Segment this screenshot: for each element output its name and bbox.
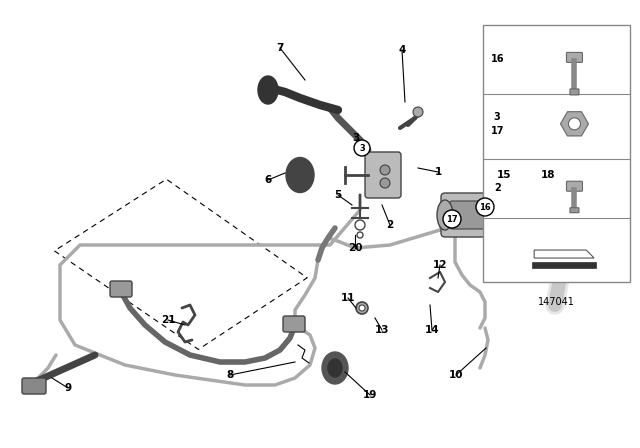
Text: 2: 2 [494, 183, 500, 193]
FancyBboxPatch shape [22, 378, 46, 394]
Text: 2: 2 [387, 220, 394, 230]
FancyBboxPatch shape [566, 181, 582, 191]
Text: 18: 18 [541, 170, 556, 180]
FancyBboxPatch shape [110, 281, 132, 297]
Circle shape [354, 140, 370, 156]
Text: 5: 5 [334, 190, 342, 200]
Text: 3: 3 [353, 133, 360, 143]
Text: 147041: 147041 [538, 297, 575, 307]
FancyBboxPatch shape [570, 89, 579, 95]
Ellipse shape [322, 352, 348, 384]
FancyBboxPatch shape [283, 316, 305, 332]
Text: 16: 16 [479, 202, 491, 211]
Text: 12: 12 [433, 260, 447, 270]
Text: 15: 15 [497, 170, 511, 180]
Text: 3: 3 [359, 143, 365, 152]
Text: 3: 3 [494, 112, 500, 122]
Circle shape [357, 232, 363, 238]
Text: 10: 10 [449, 370, 463, 380]
Text: 17: 17 [490, 126, 504, 136]
Circle shape [413, 107, 423, 117]
Ellipse shape [328, 359, 342, 377]
Text: 16: 16 [490, 54, 504, 65]
FancyBboxPatch shape [566, 52, 582, 62]
Bar [483, 25, 630, 282]
Text: 6: 6 [264, 175, 271, 185]
Circle shape [568, 118, 580, 130]
Circle shape [356, 302, 368, 314]
Text: 13: 13 [375, 325, 389, 335]
Text: 17: 17 [446, 215, 458, 224]
Text: 11: 11 [340, 293, 355, 303]
Bar [532, 262, 596, 268]
Circle shape [359, 305, 365, 311]
Circle shape [443, 210, 461, 228]
FancyBboxPatch shape [365, 152, 401, 198]
Text: 14: 14 [425, 325, 439, 335]
Ellipse shape [258, 76, 278, 104]
Text: 9: 9 [65, 383, 72, 393]
FancyBboxPatch shape [570, 208, 579, 213]
Ellipse shape [286, 158, 314, 193]
Text: 1: 1 [435, 167, 442, 177]
Circle shape [380, 178, 390, 188]
Text: 19: 19 [363, 390, 377, 400]
Polygon shape [534, 250, 594, 258]
Circle shape [355, 220, 365, 230]
Circle shape [476, 198, 494, 216]
Text: 4: 4 [398, 45, 406, 55]
FancyBboxPatch shape [441, 193, 524, 237]
Text: 7: 7 [276, 43, 284, 53]
Text: 21: 21 [161, 315, 175, 325]
Text: 20: 20 [348, 243, 362, 253]
Circle shape [535, 205, 545, 215]
Text: 8: 8 [227, 370, 234, 380]
Ellipse shape [437, 200, 453, 230]
FancyBboxPatch shape [450, 201, 499, 229]
Circle shape [380, 165, 390, 175]
